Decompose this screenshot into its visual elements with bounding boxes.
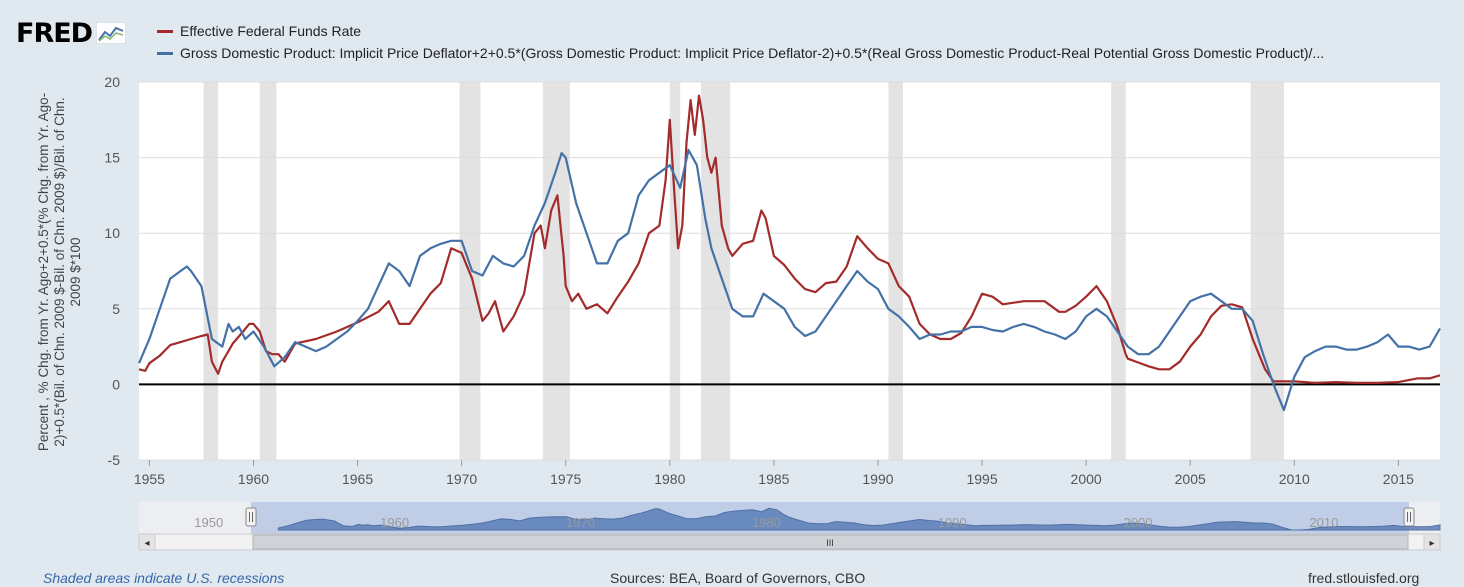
- series-line-1[interactable]: [137, 148, 1441, 412]
- recession-band-4: [669, 82, 681, 460]
- scroll-right-button[interactable]: [1423, 533, 1441, 551]
- x-tick-label: 1975: [550, 471, 581, 487]
- recession-band-7: [1111, 82, 1126, 460]
- y-tick-label: 10: [104, 225, 120, 241]
- legend-label-gdp-rule: Gross Domestic Product: Implicit Price D…: [180, 45, 1325, 61]
- x-tick-label: 1965: [342, 471, 373, 487]
- navigator-year-label: 1970: [566, 515, 595, 530]
- series-line-0[interactable]: [138, 94, 1441, 384]
- x-tick-label: 1955: [134, 471, 165, 487]
- navigator-year-label: 1960: [380, 515, 409, 530]
- y-tick-label: -5: [108, 452, 121, 468]
- fred-chart-icon: [96, 22, 127, 44]
- scrollbar-grip: III: [826, 538, 834, 548]
- recession-note: Shaded areas indicate U.S. recessions: [43, 570, 285, 586]
- navigator-selected-range[interactable]: [251, 502, 1409, 536]
- navigator-right-handle[interactable]: [1403, 507, 1415, 527]
- navigator-labels: 1950 1960 1970 1980 1990 2000 2010: [194, 515, 1338, 530]
- y-tick-label: 5: [112, 301, 120, 317]
- scroll-left-arrow-icon: ◂: [144, 538, 149, 549]
- recession-band-6: [888, 82, 903, 460]
- site-link[interactable]: fred.stlouisfed.org: [1308, 570, 1420, 586]
- scroll-right-arrow-icon: ▸: [1429, 538, 1434, 549]
- legend-item-fedfunds[interactable]: Effective Federal Funds Rate: [157, 22, 361, 40]
- x-tick-label: 2015: [1383, 471, 1414, 487]
- x-tick-label: 1960: [238, 471, 269, 487]
- navigator-series-area: [277, 507, 1441, 531]
- y-axis-ticks: -5 0 5 10 15 20: [104, 74, 120, 468]
- logo-text: FRED: [16, 17, 93, 49]
- x-tick-label: 1985: [758, 471, 789, 487]
- recession-band-3: [542, 82, 570, 460]
- navigator-left-handle[interactable]: [245, 507, 257, 527]
- x-tick-label: 1980: [654, 471, 685, 487]
- series-lines: [137, 94, 1441, 412]
- recession-band-8: [1250, 82, 1284, 460]
- navigator-year-label: 1990: [938, 515, 967, 530]
- legend-swatch-fedfunds: [157, 29, 173, 33]
- x-tick-label: 1990: [862, 471, 893, 487]
- legend-swatch-gdp-rule: [157, 51, 173, 55]
- grid-lines: [139, 81, 1440, 461]
- x-tick-label: 2005: [1175, 471, 1206, 487]
- y-tick-label: 15: [104, 150, 120, 166]
- legend-label-fedfunds: Effective Federal Funds Rate: [180, 23, 362, 39]
- x-tick-label: 2000: [1071, 471, 1102, 487]
- scrollbar-thumb[interactable]: [252, 534, 1409, 550]
- navigator-year-label: 1950: [194, 515, 223, 530]
- navigator-year-label: 2010: [1309, 515, 1338, 530]
- x-axis-ticks: 1955 1960 1965 1970 1975 1980 1985 1990 1995 2000…: [134, 460, 1414, 487]
- legend-item-gdp-rule[interactable]: Gross Domestic Product: Implicit Price D…: [157, 44, 1457, 62]
- x-tick-label: 2010: [1279, 471, 1310, 487]
- recession-band-0: [203, 82, 219, 460]
- recession-band-1: [259, 82, 277, 460]
- y-tick-label: 0: [112, 376, 120, 392]
- x-tick-label: 1970: [446, 471, 477, 487]
- navigator-year-label: 1980: [752, 515, 781, 530]
- sources-note: Sources: BEA, Board of Governors, CBO: [610, 570, 866, 586]
- fred-logo[interactable]: FRED: [16, 17, 127, 49]
- navigator-year-label: 2000: [1124, 515, 1153, 530]
- x-tick-label: 1995: [966, 471, 997, 487]
- recession-shading: [203, 82, 1284, 460]
- scroll-left-button[interactable]: [138, 533, 156, 551]
- y-tick-label: 20: [104, 74, 120, 90]
